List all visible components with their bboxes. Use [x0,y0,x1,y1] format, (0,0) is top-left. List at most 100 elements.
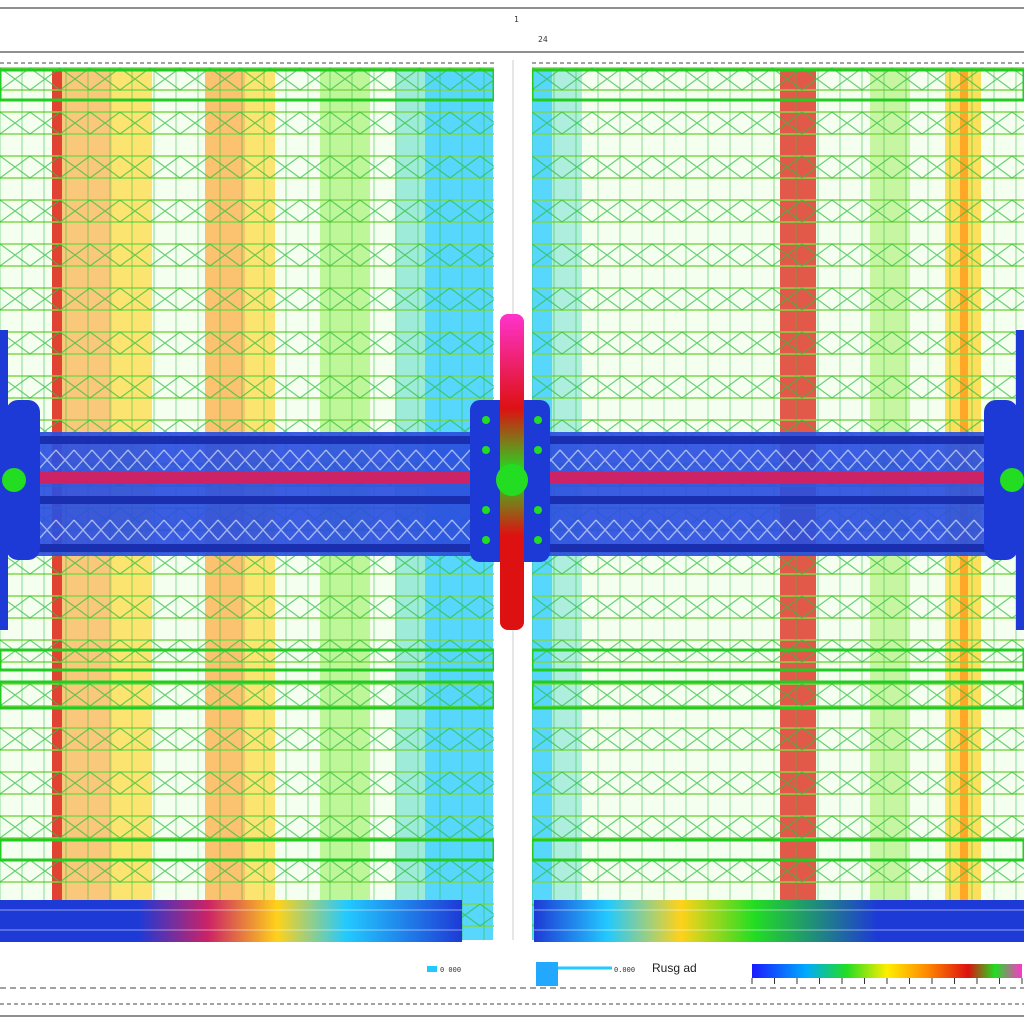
cross-brace-icon [0,859,31,883]
cross-brace-icon [89,243,121,267]
cross-brace-icon [419,815,451,839]
cross-brace-icon [119,815,151,839]
cross-brace-icon [269,595,301,619]
cross-brace-icon [951,683,983,707]
cross-brace-icon [741,155,773,179]
cross-brace-icon [801,67,833,91]
cross-brace-icon [591,111,623,135]
cross-brace-icon [209,683,241,707]
cross-brace-icon [591,199,623,223]
cross-brace-icon [179,595,211,619]
cross-brace-icon [531,727,563,751]
cross-brace-icon [981,199,1013,223]
cross-brace-icon [389,595,421,619]
cross-brace-icon [891,771,923,795]
cross-brace-icon [921,683,953,707]
cross-brace-icon [621,859,653,883]
cross-brace-icon [419,727,451,751]
cross-brace-icon [1011,815,1024,839]
cross-brace-icon [621,375,653,399]
cross-brace-icon [561,199,593,223]
shaft-truss [217,449,237,541]
cross-brace-icon [1011,727,1024,751]
cross-brace-icon [531,199,563,223]
cross-brace-icon [329,683,361,707]
legend-title: Rusg ad [652,961,697,975]
cross-brace-icon [891,287,923,311]
cross-brace-icon [891,859,923,883]
cross-brace-icon [329,199,361,223]
shaft-truss [307,449,327,541]
cross-brace-icon [239,331,271,355]
cross-brace-icon [951,67,983,91]
cross-brace-icon [711,771,743,795]
cross-brace-icon [531,815,563,839]
cross-brace-icon [389,331,421,355]
cross-brace-icon [981,67,1013,91]
cross-brace-icon [921,859,953,883]
shaft-truss [451,449,471,541]
bolt-icon [482,506,490,514]
shaft-truss [577,449,597,541]
cross-brace-icon [1011,639,1024,663]
shaft-truss [775,449,795,541]
cross-brace-icon [419,287,451,311]
cross-brace-icon [239,771,271,795]
cross-brace-icon [921,199,953,223]
cross-brace-icon [29,243,61,267]
cross-brace-icon [209,859,241,883]
cross-brace-icon [0,155,31,179]
cross-brace-icon [119,859,151,883]
cross-brace-icon [921,155,953,179]
shaft-truss [829,449,849,541]
cross-brace-icon [149,683,181,707]
cross-brace-icon [419,243,451,267]
cross-brace-icon [59,375,91,399]
cross-brace-icon [1011,243,1024,267]
cross-brace-icon [419,595,451,619]
cross-brace-icon [531,859,563,883]
cross-brace-icon [741,111,773,135]
cross-brace-icon [209,595,241,619]
cross-brace-icon [239,859,271,883]
cross-brace-icon [741,683,773,707]
cross-brace-icon [419,771,451,795]
cross-brace-icon [831,815,863,839]
cross-brace-icon [119,199,151,223]
shaft-truss [721,449,741,541]
cross-brace-icon [651,727,683,751]
cross-brace-icon [771,199,803,223]
cross-brace-icon [329,155,361,179]
cross-brace-icon [389,111,421,135]
cross-brace-icon [981,815,1013,839]
cross-brace-icon [329,815,361,839]
cross-brace-icon [621,815,653,839]
cross-brace-icon [891,683,923,707]
cross-brace-icon [179,111,211,135]
cross-brace-icon [651,331,683,355]
cross-brace-icon [209,331,241,355]
cross-brace-icon [531,243,563,267]
cross-brace-icon [269,727,301,751]
cross-brace-icon [891,595,923,619]
cross-brace-icon [591,771,623,795]
cross-brace-icon [561,727,593,751]
cross-brace-icon [951,331,983,355]
cross-brace-icon [29,375,61,399]
cross-brace-icon [239,199,271,223]
cross-brace-icon [891,155,923,179]
shaft-truss [91,449,111,541]
cross-brace-icon [119,67,151,91]
shaft-truss [37,449,57,541]
cross-brace-icon [269,859,301,883]
horizontal-shaft[interactable] [0,314,1024,630]
shaft-truss [739,449,759,541]
shaft-truss [397,449,417,541]
cross-brace-icon [149,727,181,751]
cross-brace-icon [981,331,1013,355]
cross-brace-icon [651,243,683,267]
cross-brace-icon [561,287,593,311]
cross-brace-icon [149,111,181,135]
cross-brace-icon [801,727,833,751]
